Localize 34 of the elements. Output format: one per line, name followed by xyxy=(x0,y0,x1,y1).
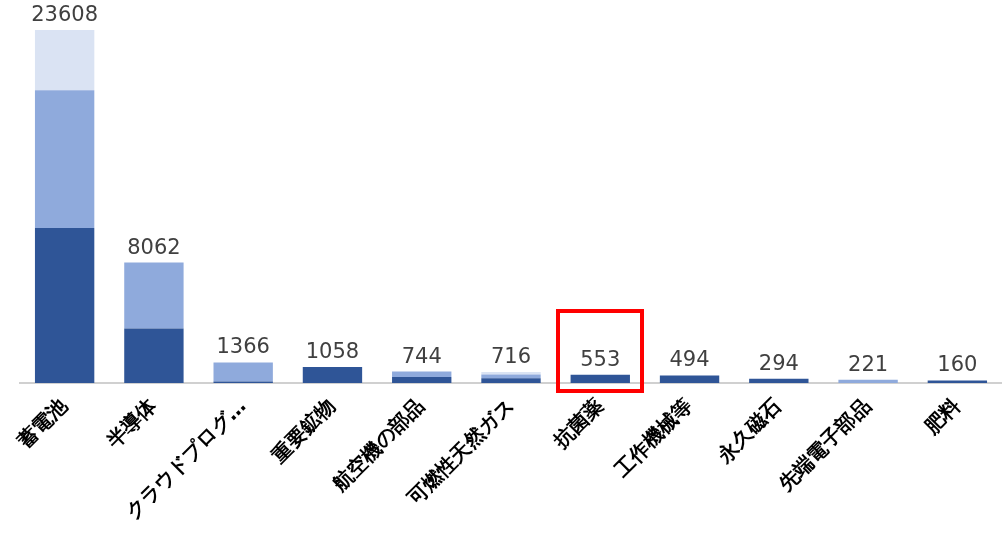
annotation: 1366 xyxy=(216,334,270,359)
bar xyxy=(302,367,363,383)
x-tick-label: 抗菌薬 xyxy=(547,393,608,454)
x-tick-label: 工作機械等 xyxy=(608,393,697,483)
bar xyxy=(34,30,95,91)
annotation: 744 xyxy=(401,343,442,368)
x-tick-label: 重要鉱物 xyxy=(265,393,340,468)
annotation: 8062 xyxy=(127,234,181,259)
annotation: 494 xyxy=(669,347,710,372)
annotation: 221 xyxy=(848,351,889,376)
bar xyxy=(659,375,720,383)
bar xyxy=(213,362,273,382)
bar xyxy=(34,227,95,383)
bar xyxy=(749,378,809,383)
annotation: 23608 xyxy=(31,1,99,26)
bar xyxy=(392,371,452,377)
bar xyxy=(481,374,541,379)
bar xyxy=(392,376,452,383)
x-tick-label: 半導体 xyxy=(101,392,162,454)
x-tick-label: 肥料 xyxy=(918,393,965,440)
annotation: 1058 xyxy=(305,338,360,363)
annotation: 160 xyxy=(937,352,978,377)
bar xyxy=(481,378,541,383)
bar xyxy=(124,262,184,329)
annotation: 716 xyxy=(490,343,532,368)
annotation: 553 xyxy=(580,346,621,371)
bar xyxy=(927,380,988,383)
x-tick-label: 永久磁石 xyxy=(711,393,787,468)
bar xyxy=(838,379,898,383)
x-tick-label: 蓄電池 xyxy=(11,392,73,454)
bar xyxy=(124,328,184,383)
annotation: 294 xyxy=(758,350,799,375)
bar xyxy=(570,374,630,383)
bar xyxy=(34,90,95,228)
